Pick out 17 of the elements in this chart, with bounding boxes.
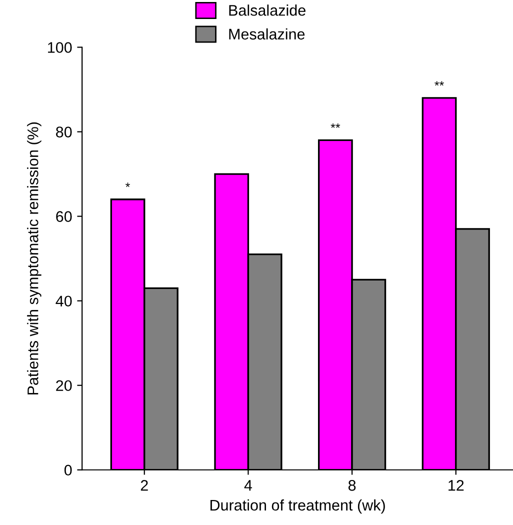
x-axis-title: Duration of treatment (wk)	[210, 499, 385, 514]
legend-label: Balsalazide	[229, 4, 306, 16]
y-tick-label: 20	[56, 380, 72, 392]
x-tick-label: 4	[244, 480, 252, 491]
y-tick-label: 60	[56, 211, 72, 222]
annotation: **	[434, 81, 444, 86]
y-tick-label: 40	[56, 296, 72, 307]
y-tick-label: 0	[64, 464, 72, 476]
x-tick-label: 8	[348, 480, 356, 491]
x-tick-label: 12	[448, 480, 464, 491]
annotation: *	[126, 182, 130, 188]
y-tick-label: 80	[56, 126, 72, 138]
x-tick-label: 2	[140, 480, 148, 491]
annotation: **	[330, 123, 340, 128]
legend-label: Mesalazine	[229, 28, 305, 40]
y-tick-label: 100	[48, 42, 72, 53]
y-axis-title: Patients with symptomatic remission (%)	[27, 122, 42, 394]
